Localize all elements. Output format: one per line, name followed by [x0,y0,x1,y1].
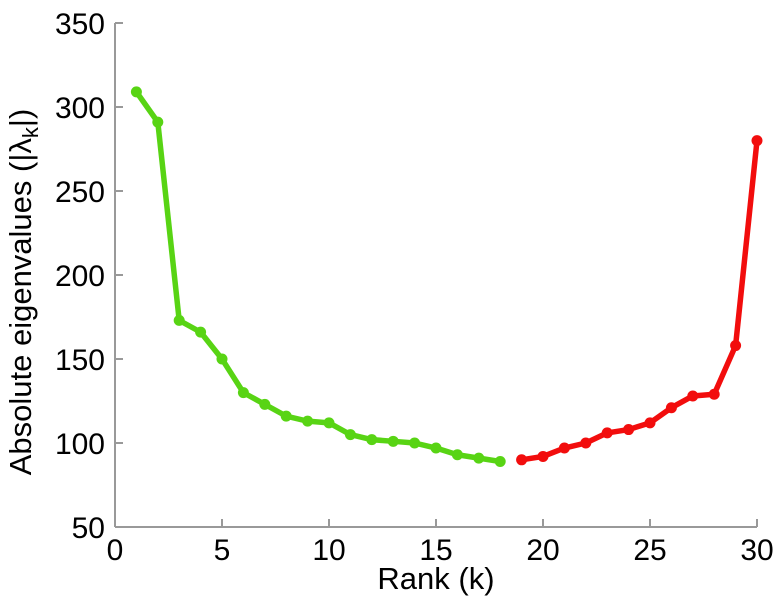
y-tick-label-150: 150 [55,344,105,377]
x-tick-label-20: 20 [526,534,559,567]
x-tick-label-5: 5 [214,534,231,567]
y-tick-label-100: 100 [55,428,105,461]
trailing-eigenvalues-red-point-29 [730,340,742,352]
leading-eigenvalues-green-point-12 [366,434,378,446]
trailing-eigenvalues-red-point-20 [537,450,549,462]
trailing-eigenvalues-red-point-24 [623,424,635,436]
leading-eigenvalues-green-point-14 [409,437,421,449]
leading-eigenvalues-green-point-11 [344,429,356,441]
leading-eigenvalues-green-point-10 [323,417,335,429]
leading-eigenvalues-green-line [133,89,503,465]
x-tick-label-30: 30 [740,534,773,567]
trailing-eigenvalues-red-point-19 [516,454,528,466]
trailing-eigenvalues-red-point-21 [558,442,570,454]
trailing-eigenvalues-red-point-28 [708,388,720,400]
leading-eigenvalues-green-point-18 [494,455,506,467]
trailing-eigenvalues-red-point-25 [644,417,656,429]
y-tick-label-300: 300 [55,92,105,125]
y-tick-label-350: 350 [55,8,105,41]
leading-eigenvalues-green-point-7 [259,398,271,410]
leading-eigenvalues-green-point-6 [237,387,249,399]
leading-eigenvalues-green-point-5 [216,353,228,365]
y-tick-label-250: 250 [55,176,105,209]
leading-eigenvalues-green-point-15 [430,442,442,454]
trailing-eigenvalues-red-point-23 [601,427,613,439]
trailing-eigenvalues-red-line [518,137,760,463]
x-axis-label: Rank (k) [377,561,494,596]
x-tick-label-15: 15 [419,534,452,567]
x-tick-label-10: 10 [312,534,345,567]
y-axis-label: Absolute eigenvalues (|λk|) [3,109,43,476]
leading-eigenvalues-green-point-2 [152,116,164,128]
trailing-eigenvalues-red-point-26 [665,402,677,414]
x-tick-label-25: 25 [633,534,666,567]
leading-eigenvalues-green-point-17 [473,452,485,464]
x-tick-label-0: 0 [107,534,124,567]
leading-eigenvalues-green-point-1 [130,86,142,98]
trailing-eigenvalues-red-point-30 [751,135,763,147]
y-tick-label-200: 200 [55,260,105,293]
trailing-eigenvalues-red-point-27 [687,390,699,402]
leading-eigenvalues-green-point-4 [195,326,207,338]
leading-eigenvalues-green-point-13 [387,435,399,447]
leading-eigenvalues-green-point-9 [302,415,314,427]
trailing-eigenvalues-red-point-22 [580,437,592,449]
leading-eigenvalues-green-point-8 [280,410,292,422]
leading-eigenvalues-green-point-16 [451,449,463,461]
leading-eigenvalues-green-point-3 [173,314,185,326]
y-tick-label-50: 50 [72,512,105,545]
